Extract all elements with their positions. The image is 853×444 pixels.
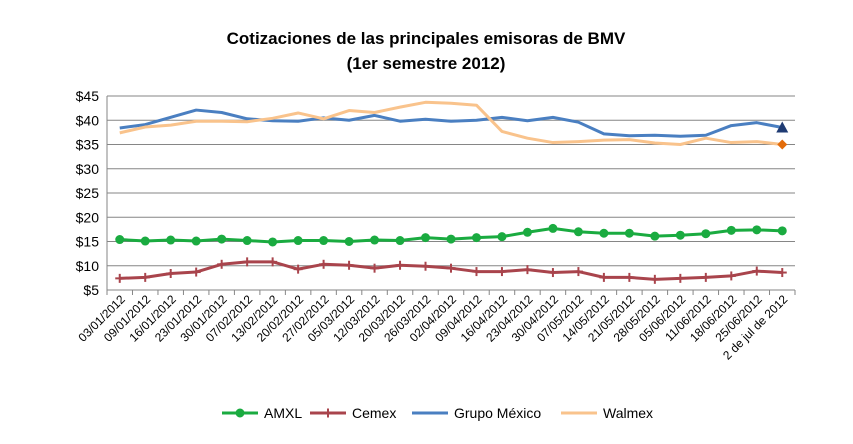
y-tick-label: $5 [83,282,99,298]
data-point-amxl [573,227,583,237]
data-point-cemex [293,264,303,274]
grid-lines [107,95,795,291]
data-point-amxl [446,234,456,244]
data-point-cemex [548,268,558,278]
data-point-amxl [115,235,125,245]
data-point-cemex [497,267,507,277]
data-point-amxl [166,235,176,245]
y-tick-label: $25 [76,185,100,201]
end-point-grupo-mexico [776,121,789,133]
data-point-amxl [242,236,252,246]
data-point-cemex [140,272,150,282]
data-point-amxl [344,237,354,246]
x-axis: 03/01/201209/01/201216/01/201223/01/2012… [75,289,796,363]
chart-title: Cotizaciones de las principales emisoras… [227,29,626,48]
series-cemex [115,257,787,284]
data-point-amxl [624,228,634,238]
y-tick-label: $20 [76,209,100,225]
data-point-amxl [421,233,431,243]
data-point-cemex [701,272,711,282]
legend-marker [323,408,333,418]
y-tick-label: $15 [76,234,100,250]
end-point-walmex [777,139,788,150]
series-amxl [115,223,787,247]
data-point-cemex [268,257,278,267]
data-point-amxl [777,226,787,236]
data-point-cemex [522,265,532,275]
data-point-cemex [675,273,685,283]
data-point-amxl [548,223,558,233]
series-grupo-mexico [119,108,789,138]
data-point-cemex [166,269,176,279]
data-point-cemex [573,267,583,277]
data-point-amxl [191,236,201,246]
series-line-walmex [119,100,783,146]
data-point-amxl [268,237,278,247]
legend-label: Cemex [352,405,396,421]
series-group [115,100,789,284]
data-point-amxl [701,229,711,239]
data-point-cemex [319,259,329,269]
data-point-cemex [242,257,252,267]
legend-item-grupo-mexico: Grupo México [412,405,541,421]
data-point-amxl [140,236,150,246]
y-tick-label: $35 [76,137,100,153]
data-point-cemex [471,267,481,277]
data-point-amxl [599,228,609,238]
data-point-amxl [726,225,736,235]
data-point-cemex [191,267,201,277]
data-point-cemex [624,272,634,282]
data-point-amxl [370,235,380,245]
data-point-amxl [471,233,481,243]
data-point-amxl [217,234,227,244]
y-tick-label: $30 [76,161,100,177]
data-point-cemex [421,261,431,271]
data-point-amxl [752,225,762,235]
y-tick-label: $40 [76,112,100,128]
data-point-amxl [650,231,660,241]
data-point-amxl [522,227,532,237]
y-tick-label: $45 [76,88,100,104]
data-point-cemex [752,266,762,276]
series-walmex [119,100,788,150]
data-point-cemex [650,274,660,284]
data-point-amxl [319,236,329,246]
legend-label: AMXL [264,405,302,421]
data-point-amxl [675,230,685,240]
legend-label: Walmex [603,405,653,421]
data-point-cemex [777,268,787,278]
legend-item-walmex: Walmex [561,405,653,421]
data-point-cemex [599,272,609,282]
data-point-cemex [370,263,380,273]
legend: AMXL Cemex Grupo México Walmex [222,405,653,421]
data-point-amxl [293,236,303,246]
y-tick-label: $10 [76,258,100,274]
data-point-amxl [395,236,405,246]
series-line-grupo-mexico [119,108,783,138]
data-point-cemex [446,263,456,273]
legend-item-cemex: Cemex [310,405,396,421]
legend-marker [235,408,245,418]
data-point-cemex [395,260,405,270]
chart-subtitle: (1er semestre 2012) [347,54,506,73]
data-point-cemex [115,273,125,283]
legend-item-amxl: AMXL [222,405,302,421]
legend-label: Grupo México [454,405,541,421]
y-axis: $5 $10 $15 $20 $25 $30 $35 $40 $45 [76,88,108,298]
data-point-cemex [344,260,354,270]
data-point-cemex [726,271,736,281]
data-point-amxl [497,232,507,242]
data-point-cemex [217,259,227,269]
